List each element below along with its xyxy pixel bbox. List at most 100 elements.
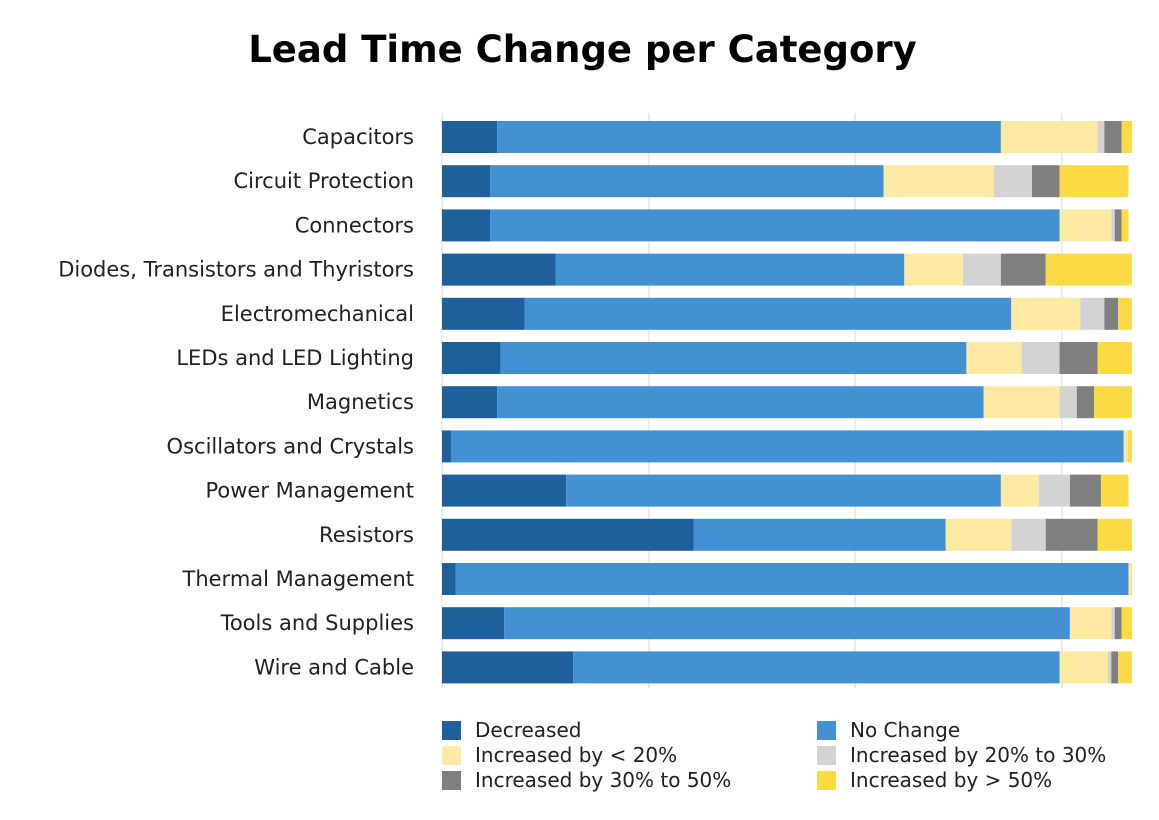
legend-label: Increased by 30% to 50% bbox=[475, 768, 732, 792]
bar-segment-1 bbox=[566, 474, 1001, 507]
bar-segment-2 bbox=[1000, 474, 1039, 507]
bar-segment-3 bbox=[1059, 386, 1077, 419]
category-label: Resistors bbox=[319, 523, 414, 547]
bar-segment-2 bbox=[983, 386, 1060, 419]
bar-segment-1 bbox=[497, 386, 984, 419]
bar-segment-4 bbox=[1114, 209, 1122, 242]
bar-segment-4 bbox=[1104, 297, 1119, 330]
legend-label: Increased by < 20% bbox=[475, 743, 678, 767]
bar-segment-4 bbox=[1000, 253, 1046, 286]
bar-segment-1 bbox=[573, 651, 1060, 684]
bar-segment-1 bbox=[555, 253, 905, 286]
bar-segment-2 bbox=[1128, 563, 1132, 595]
bar-segment-3 bbox=[1038, 474, 1070, 507]
category-label: Electromechanical bbox=[221, 302, 414, 326]
category-label: Oscillators and Crystals bbox=[167, 434, 414, 458]
legend-swatch bbox=[442, 745, 461, 765]
bar-segment-0 bbox=[442, 342, 501, 374]
category-label: Circuit Protection bbox=[233, 169, 414, 193]
bar-segment-3 bbox=[1097, 121, 1105, 153]
bar-segment-0 bbox=[442, 474, 567, 507]
category-label: Thermal Management bbox=[182, 567, 415, 591]
legend-swatch bbox=[442, 720, 461, 740]
bar-segment-2 bbox=[1069, 607, 1112, 640]
legend-item: Increased by 30% to 50% bbox=[442, 768, 731, 792]
category-label: Wire and Cable bbox=[254, 655, 414, 679]
bar-segment-1 bbox=[450, 430, 1124, 463]
bar-segment-0 bbox=[442, 253, 556, 286]
bar-segment-4 bbox=[1104, 121, 1122, 153]
category-label: Connectors bbox=[295, 213, 414, 237]
legend-swatch bbox=[817, 770, 836, 790]
bar-segment-2 bbox=[1059, 651, 1108, 684]
bar-segment-1 bbox=[455, 563, 1129, 595]
bar-segment-0 bbox=[442, 430, 451, 463]
bar-segment-2 bbox=[1059, 209, 1112, 242]
category-label: LEDs and LED Lighting bbox=[176, 346, 414, 370]
bar-segment-1 bbox=[497, 121, 1001, 153]
bar-segment-4 bbox=[1045, 518, 1098, 551]
bar-segment-5 bbox=[1059, 165, 1129, 198]
legend-label: Increased by > 50% bbox=[850, 768, 1053, 792]
legend-swatch bbox=[817, 745, 836, 765]
legend-item: Increased by 20% to 30% bbox=[817, 743, 1106, 767]
bar-segment-0 bbox=[442, 651, 574, 684]
bar-segment-1 bbox=[490, 165, 884, 198]
bar-segment-5 bbox=[1094, 386, 1132, 419]
bar-segment-2 bbox=[904, 253, 963, 286]
bar-segment-2 bbox=[1000, 121, 1098, 153]
bar-segment-5 bbox=[1097, 518, 1132, 551]
bar-segment-4 bbox=[1076, 386, 1095, 419]
bar-segment-0 bbox=[442, 121, 498, 153]
bar-segment-0 bbox=[442, 297, 525, 330]
bar-segment-2 bbox=[966, 342, 1022, 374]
category-label: Diodes, Transistors and Thyristors bbox=[58, 258, 414, 282]
bar-segment-4 bbox=[1059, 342, 1098, 374]
bar-segment-1 bbox=[504, 607, 1070, 640]
bar-segment-0 bbox=[442, 607, 505, 640]
category-label: Tools and Supplies bbox=[220, 611, 414, 635]
bar-segment-3 bbox=[1011, 518, 1046, 551]
bar-segment-0 bbox=[442, 563, 456, 595]
bar-segment-5 bbox=[1045, 253, 1132, 286]
bar-segment-4 bbox=[1069, 474, 1101, 507]
bar-segment-1 bbox=[500, 342, 967, 374]
bar-segment-3 bbox=[994, 165, 1032, 198]
legend-item: No Change bbox=[817, 718, 960, 742]
bar-segment-3 bbox=[962, 253, 1001, 286]
bar-segment-4 bbox=[1114, 607, 1122, 640]
bar-segment-3 bbox=[1111, 209, 1115, 242]
bar-segment-5 bbox=[1121, 209, 1129, 242]
bar-segment-3 bbox=[1021, 342, 1060, 374]
bar-segment-5 bbox=[1118, 297, 1132, 330]
legend-label: Increased by 20% to 30% bbox=[850, 743, 1107, 767]
category-label: Magnetics bbox=[307, 390, 414, 414]
bar-segment-2 bbox=[883, 165, 994, 198]
legend-label: No Change bbox=[850, 718, 961, 742]
bar-segment-1 bbox=[693, 518, 946, 551]
chart-title: Lead Time Change per Category bbox=[248, 28, 917, 71]
bar-segment-0 bbox=[442, 386, 498, 419]
bar-segment-3 bbox=[1111, 607, 1115, 640]
bar-segment-5 bbox=[1100, 474, 1129, 507]
bar-segment-5 bbox=[1097, 342, 1132, 374]
bar-segment-5 bbox=[1127, 430, 1132, 463]
bar-segment-0 bbox=[442, 518, 694, 551]
bar-segment-4 bbox=[1111, 651, 1119, 684]
bar-segment-3 bbox=[1107, 651, 1112, 684]
bar-segment-5 bbox=[1118, 651, 1132, 684]
bar-segment-0 bbox=[442, 209, 491, 242]
legend-swatch bbox=[442, 770, 461, 790]
chart-legend: Decreased No Change Increased by < 20% Incr… bbox=[442, 718, 1142, 798]
bar-segment-5 bbox=[1121, 607, 1132, 640]
legend-item: Decreased bbox=[442, 718, 581, 742]
bar-segment-2 bbox=[1123, 430, 1128, 463]
bar-segment-3 bbox=[1080, 297, 1105, 330]
category-label: Power Management bbox=[205, 479, 414, 503]
bar-segment-4 bbox=[1031, 165, 1060, 198]
legend-swatch bbox=[817, 720, 836, 740]
legend-item: Increased by > 50% bbox=[817, 768, 1052, 792]
bar-segment-1 bbox=[524, 297, 1012, 330]
bar-segment-0 bbox=[442, 165, 491, 198]
bar-segment-2 bbox=[945, 518, 1012, 551]
